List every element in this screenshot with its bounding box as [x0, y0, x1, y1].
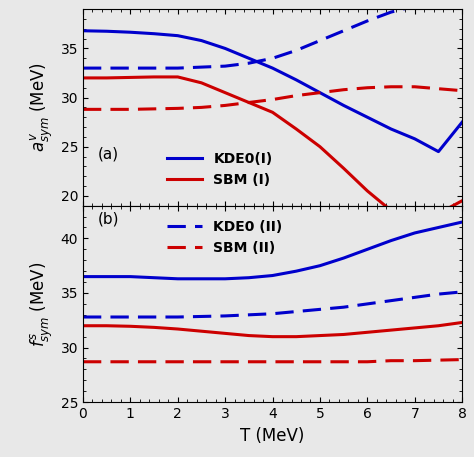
SBM (I): [270, 110, 275, 115]
KDE0 (II): [436, 292, 441, 297]
X-axis label: T (MeV): T (MeV): [240, 426, 305, 445]
SBM (I): [222, 90, 228, 96]
SBM (II): [128, 359, 133, 365]
KDE0(I): [317, 90, 323, 96]
SBM (II): [104, 359, 109, 365]
SBM (II): [412, 358, 418, 363]
SBM (I): [128, 74, 133, 80]
KDE0 (II): [199, 314, 204, 319]
SBM (II): [199, 359, 204, 365]
Text: (a): (a): [98, 147, 119, 162]
SBM (I): [175, 74, 181, 80]
Line: KDE0 (II): KDE0 (II): [83, 292, 462, 317]
KDE0(I): [128, 30, 133, 35]
KDE0 (II): [80, 314, 86, 320]
SBM (I): [341, 165, 346, 171]
KDE0 (II): [246, 312, 252, 318]
SBM (II): [175, 359, 181, 365]
SBM (II): [388, 358, 394, 363]
SBM (I): [388, 208, 394, 213]
KDE0(I): [104, 28, 109, 34]
KDE0(I): [270, 65, 275, 71]
SBM (II): [459, 357, 465, 362]
KDE0 (II): [459, 289, 465, 295]
KDE0(I): [199, 38, 204, 43]
KDE0(I): [293, 77, 299, 83]
Text: (b): (b): [98, 212, 119, 227]
SBM (II): [246, 359, 252, 365]
KDE0(I): [412, 136, 418, 142]
SBM (I): [317, 144, 323, 149]
SBM (II): [222, 359, 228, 365]
Line: KDE0(I): KDE0(I): [83, 31, 462, 152]
KDE0 (II): [104, 314, 109, 320]
SBM (I): [293, 126, 299, 132]
KDE0 (II): [317, 307, 323, 312]
Y-axis label: $a^v_{sym}$ (MeV): $a^v_{sym}$ (MeV): [29, 63, 55, 152]
SBM (I): [80, 75, 86, 80]
Legend: KDE0(I), SBM (I): KDE0(I), SBM (I): [162, 147, 278, 193]
KDE0(I): [222, 46, 228, 51]
KDE0(I): [436, 149, 441, 154]
Legend: KDE0 (II), SBM (II): KDE0 (II), SBM (II): [162, 214, 288, 260]
KDE0 (II): [412, 295, 418, 300]
KDE0(I): [459, 119, 465, 125]
SBM (II): [341, 359, 346, 365]
Y-axis label: $f^s_{sym}$ (MeV): $f^s_{sym}$ (MeV): [29, 261, 55, 346]
SBM (I): [436, 211, 441, 216]
SBM (I): [459, 198, 465, 203]
KDE0(I): [365, 115, 370, 120]
KDE0 (II): [128, 314, 133, 320]
KDE0 (II): [388, 298, 394, 303]
KDE0 (II): [365, 301, 370, 307]
KDE0(I): [175, 33, 181, 38]
SBM (I): [365, 188, 370, 194]
SBM (II): [317, 359, 323, 365]
KDE0 (II): [293, 309, 299, 314]
KDE0(I): [151, 31, 157, 37]
KDE0 (II): [151, 314, 157, 320]
SBM (II): [80, 359, 86, 365]
SBM (II): [151, 359, 157, 365]
Line: SBM (I): SBM (I): [83, 77, 462, 216]
SBM (II): [270, 359, 275, 365]
KDE0(I): [246, 55, 252, 61]
SBM (I): [151, 74, 157, 80]
SBM (I): [104, 75, 109, 80]
Line: SBM (II): SBM (II): [83, 360, 462, 362]
KDE0 (II): [175, 314, 181, 320]
KDE0(I): [388, 126, 394, 132]
SBM (II): [365, 359, 370, 365]
KDE0 (II): [341, 304, 346, 310]
SBM (I): [412, 213, 418, 218]
SBM (I): [199, 80, 204, 85]
KDE0 (II): [270, 311, 275, 316]
KDE0(I): [341, 103, 346, 108]
KDE0 (II): [222, 313, 228, 319]
SBM (II): [293, 359, 299, 365]
SBM (I): [246, 100, 252, 105]
KDE0(I): [80, 28, 86, 33]
SBM (II): [436, 357, 441, 363]
